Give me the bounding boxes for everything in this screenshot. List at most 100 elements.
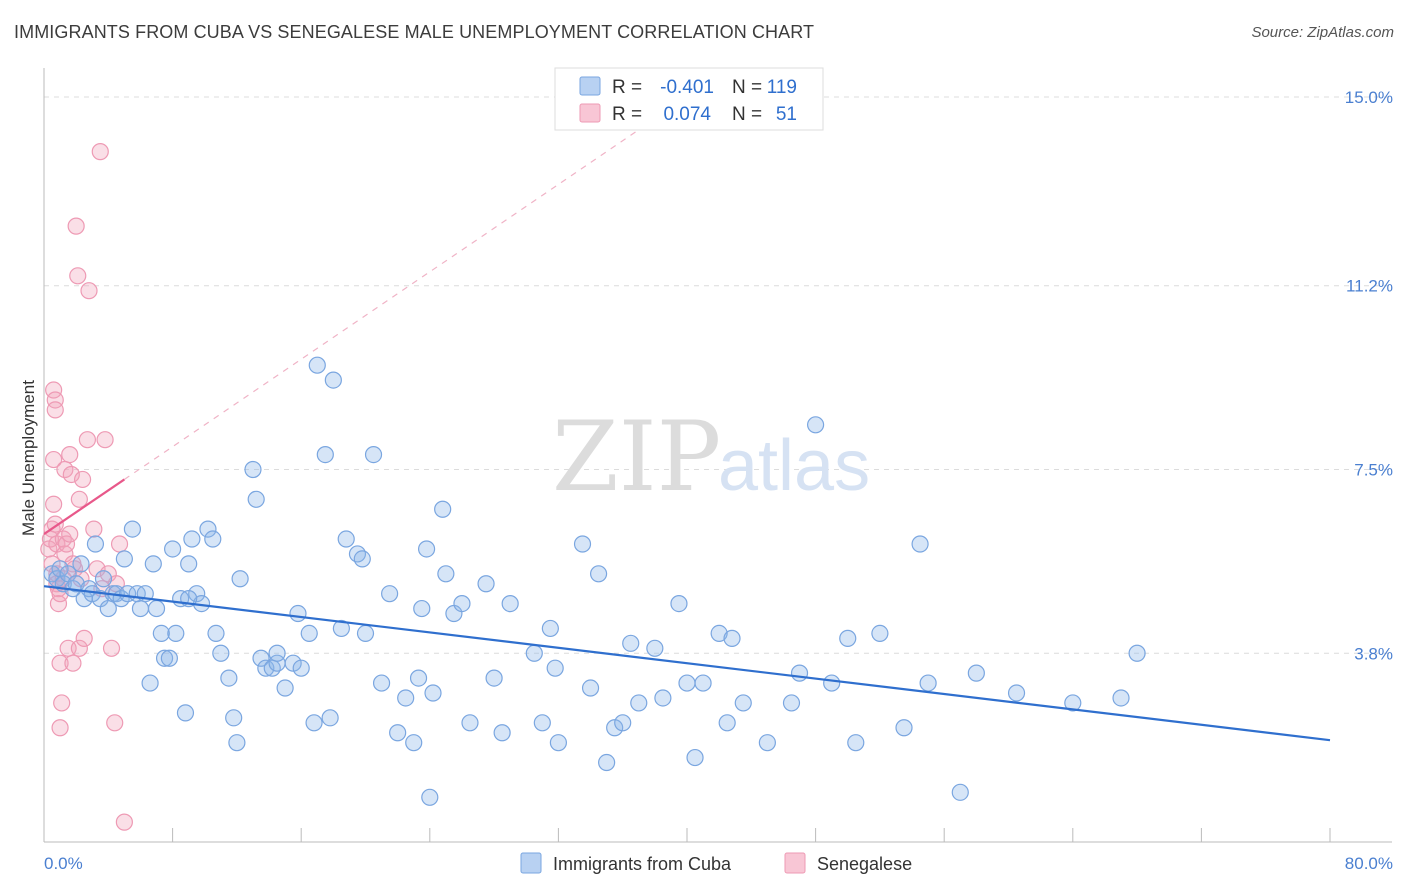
data-point-cuba — [220, 669, 238, 687]
data-point-cuba — [694, 674, 712, 692]
data-point-senegalese — [75, 629, 93, 647]
data-point-cuba — [332, 619, 350, 638]
y-tick-label: 7.5% — [1354, 461, 1393, 480]
data-point-cuba — [405, 734, 423, 752]
data-point-cuba — [646, 639, 664, 657]
data-point-cuba — [686, 748, 704, 767]
data-point-senegalese — [45, 495, 63, 513]
data-point-cuba — [437, 565, 455, 583]
data-point-cuba — [823, 674, 841, 692]
data-point-cuba — [911, 535, 929, 553]
data-point-cuba — [94, 570, 113, 588]
legend-n-value-2: 51 — [776, 104, 797, 125]
data-point-cuba — [477, 575, 495, 593]
data-point-cuba — [734, 694, 752, 712]
data-point-cuba — [967, 664, 985, 682]
data-point-cuba — [453, 594, 471, 613]
data-point-cuba — [533, 714, 551, 732]
data-point-cuba — [268, 644, 286, 662]
data-point-cuba — [141, 674, 159, 692]
data-point-cuba — [581, 679, 600, 697]
legend-r-value-2: 0.074 — [663, 104, 711, 125]
data-point-senegalese — [91, 143, 109, 161]
data-point-cuba — [337, 530, 355, 548]
data-point-senegalese — [102, 639, 121, 657]
data-point-cuba — [212, 644, 230, 662]
data-point-cuba — [204, 530, 222, 548]
data-point-cuba — [839, 629, 857, 647]
data-point-cuba — [389, 724, 407, 742]
data-point-cuba — [300, 624, 318, 643]
correlation-legend: R = -0.401 N = 119 R = 0.074 N = 51 — [554, 67, 824, 131]
data-point-cuba — [1112, 689, 1130, 707]
data-point-cuba — [1007, 684, 1026, 702]
data-point-senegalese — [88, 560, 106, 578]
data-point-cuba — [790, 664, 809, 682]
trend-line-senegalese — [43, 478, 125, 535]
data-point-cuba — [86, 535, 105, 553]
data-point-senegalese — [61, 446, 79, 464]
data-point-cuba — [434, 500, 452, 518]
data-point-cuba — [364, 446, 383, 464]
legend-swatch-pink — [579, 103, 601, 123]
data-point-cuba — [630, 694, 648, 712]
bottom-legend-swatch-pink — [784, 852, 806, 874]
data-point-cuba — [598, 753, 616, 772]
legend-swatch-blue — [579, 76, 601, 96]
watermark: ZIP atlas — [552, 401, 870, 513]
data-point-cuba — [176, 704, 195, 722]
y-axis-label: Male Unemployment — [19, 380, 38, 536]
data-point-cuba — [409, 669, 428, 687]
data-point-senegalese — [53, 694, 71, 712]
x-tick-label-max: 80.0% — [1345, 854, 1393, 873]
data-point-cuba — [622, 634, 640, 652]
data-point-cuba — [718, 714, 736, 732]
legend-n-value-1: 119 — [767, 77, 797, 98]
data-point-cuba — [147, 599, 166, 618]
watermark-zip: ZIP — [552, 401, 721, 513]
data-point-cuba — [847, 734, 865, 752]
data-point-cuba — [289, 604, 307, 623]
data-point-cuba — [381, 585, 399, 603]
data-point-cuba — [244, 460, 262, 479]
data-point-cuba — [372, 674, 391, 692]
data-point-cuba — [1128, 644, 1146, 662]
data-point-cuba — [546, 659, 564, 677]
data-point-cuba — [308, 356, 326, 374]
trend-line-senegalese-extended — [124, 96, 688, 480]
data-point-cuba — [72, 555, 90, 573]
bottom-legend-swatch-blue — [520, 852, 542, 874]
data-point-cuba — [919, 674, 937, 692]
data-point-cuba — [871, 624, 889, 643]
data-point-cuba — [324, 371, 342, 389]
data-point-cuba — [180, 555, 198, 573]
data-point-senegalese — [78, 431, 97, 449]
data-point-cuba — [670, 594, 688, 613]
x-tick-labels: 0.0% 80.0% — [44, 854, 1393, 873]
data-point-cuba — [231, 570, 249, 588]
data-point-cuba — [417, 540, 436, 558]
data-point-senegalese — [61, 525, 79, 543]
data-point-cuba — [421, 788, 439, 806]
data-point-cuba — [723, 629, 741, 647]
data-point-cuba — [356, 624, 375, 643]
data-point-cuba — [501, 594, 519, 613]
data-point-cuba — [654, 689, 672, 707]
bottom-legend-label-senegalese: Senegalese — [817, 854, 912, 874]
data-point-senegalese — [85, 520, 103, 538]
data-point-cuba — [252, 649, 270, 667]
bottom-legend-label-cuba: Immigrants from Cuba — [553, 854, 732, 874]
data-point-cuba — [123, 520, 142, 538]
data-point-cuba — [292, 659, 310, 677]
y-tick-labels: 3.8% 7.5% 11.2% 15.0% — [1345, 88, 1393, 663]
data-point-senegalese — [69, 267, 87, 285]
data-point-cuba — [678, 674, 696, 692]
data-point-cuba — [710, 624, 728, 643]
data-point-cuba — [614, 714, 632, 732]
data-point-cuba — [782, 694, 801, 712]
data-point-cuba — [461, 714, 479, 732]
data-point-senegalese — [70, 639, 88, 657]
data-point-cuba — [1064, 694, 1082, 712]
data-point-senegalese — [96, 431, 114, 449]
